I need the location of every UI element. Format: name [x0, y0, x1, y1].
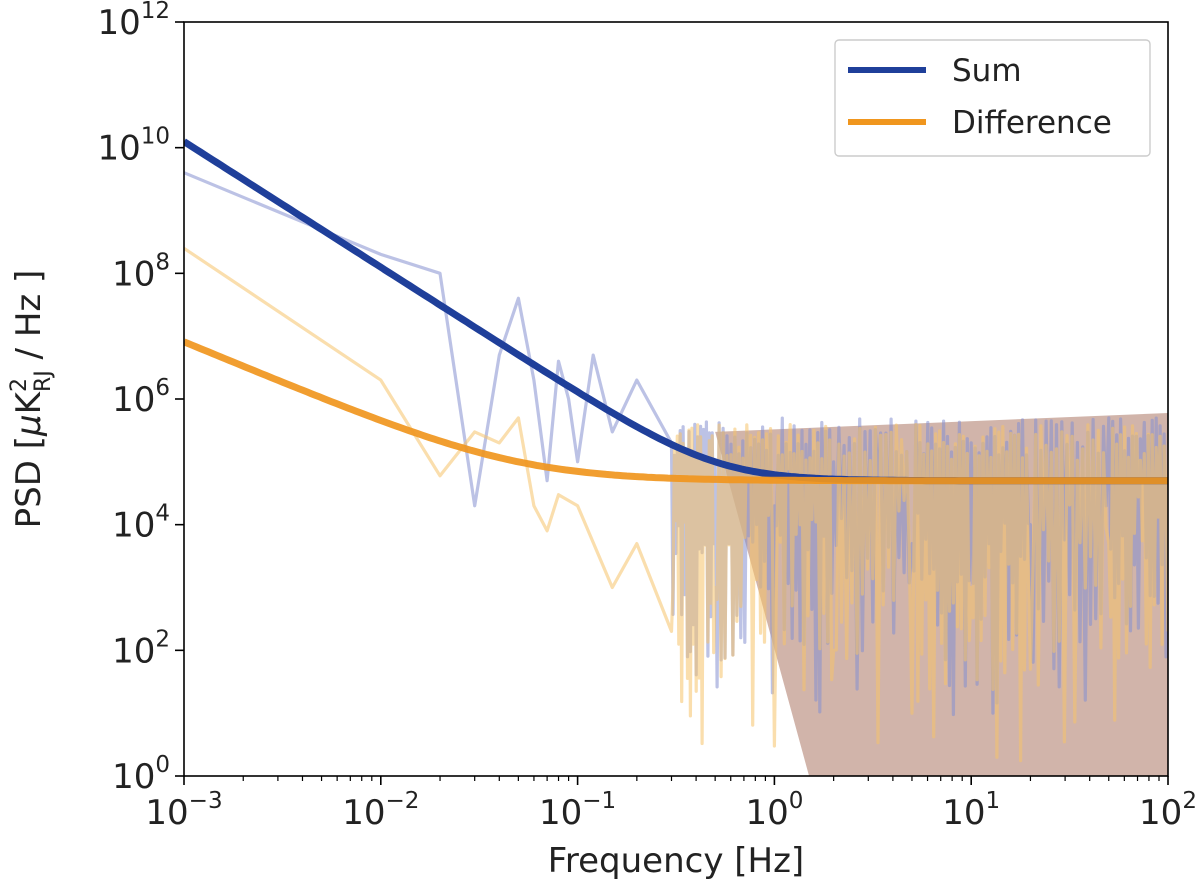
y-tick-label: 1010 — [97, 124, 170, 169]
x-axis-title: Frequency [Hz] — [548, 841, 804, 881]
y-axis: 100 102 104 106 108 1010 1012 — [97, 0, 184, 797]
y-tick-label: 1012 — [97, 0, 170, 43]
y-axis-title-mu: μ — [9, 414, 49, 437]
y-axis-title-subscript: RJ — [31, 370, 56, 392]
y-axis-title: PSD [μK2RJ / Hz ] — [7, 270, 56, 529]
legend-label-sum: Sum — [952, 53, 1022, 89]
model-series-difference — [184, 338, 1168, 485]
x-tick-label: 102 — [1139, 788, 1197, 833]
y-axis-title-power: 2 — [7, 378, 32, 392]
noisy-series-3 — [184, 246, 1168, 763]
series-layer — [184, 138, 1168, 763]
x-tick-label: 10−3 — [145, 788, 222, 833]
y-tick-label: 106 — [112, 375, 170, 420]
y-tick-label: 104 — [112, 501, 170, 546]
legend-label-difference: Difference — [952, 105, 1112, 141]
x-tick-label: 101 — [942, 788, 1000, 833]
y-axis-title-suffix: / Hz ] — [9, 270, 49, 371]
y-axis-title-unit: K — [9, 390, 49, 414]
legend: Sum Difference — [834, 39, 1151, 157]
y-axis-title-prefix: PSD [ — [9, 436, 49, 528]
y-tick-label: 102 — [112, 626, 170, 671]
x-tick-label: 100 — [745, 788, 803, 833]
x-tick-label: 10−2 — [342, 788, 419, 833]
x-tick-label: 10−1 — [539, 788, 616, 833]
y-tick-label: 100 — [112, 752, 170, 797]
x-axis: 10−3 10−2 10−1 100 101 102 — [145, 776, 1197, 833]
y-tick-label: 108 — [112, 249, 170, 294]
